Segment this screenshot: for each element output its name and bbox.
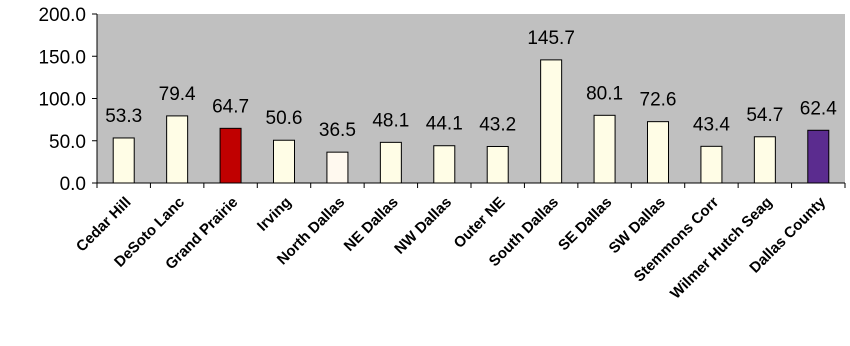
y-tick-label: 50.0: [49, 132, 86, 153]
x-category-label: Wilmer Hutch Seag: [667, 194, 776, 303]
data-label: 50.6: [266, 108, 303, 129]
x-category-label: NW Dallas: [391, 194, 455, 258]
data-label: 54.7: [746, 105, 783, 126]
y-tick-label: 0.0: [60, 174, 86, 195]
y-tick-label: 150.0: [38, 47, 86, 68]
y-tick-label: 200.0: [38, 5, 86, 26]
data-label: 64.7: [212, 96, 249, 117]
bar: [327, 152, 348, 183]
data-label: 80.1: [586, 83, 623, 104]
bar: [701, 146, 722, 183]
bar: [648, 122, 669, 183]
bar: [434, 146, 455, 183]
bar: [220, 128, 241, 183]
bar: [594, 115, 615, 183]
data-label: 36.5: [319, 120, 356, 141]
bar: [754, 137, 775, 183]
data-label: 145.7: [527, 28, 575, 49]
plot-area: [97, 14, 845, 183]
data-label: 79.4: [159, 84, 196, 105]
bar: [541, 60, 562, 183]
x-category-label: Irving: [254, 194, 295, 235]
bar: [487, 146, 508, 183]
data-label: 43.4: [693, 114, 730, 135]
data-label: 48.1: [372, 110, 409, 131]
bar: [167, 116, 188, 183]
data-label: 53.3: [105, 106, 142, 127]
data-label: 72.6: [640, 90, 677, 111]
bar: [808, 130, 829, 183]
data-label: 44.1: [426, 114, 463, 135]
y-axis-ticks: 0.0 50.0 100.0 150.0 200.0: [38, 5, 97, 195]
bar: [274, 140, 295, 183]
bar: [380, 142, 401, 183]
bar: [113, 138, 134, 183]
data-label: 43.2: [479, 114, 516, 135]
y-tick-label: 100.0: [38, 90, 86, 111]
data-label: 62.4: [800, 98, 837, 119]
